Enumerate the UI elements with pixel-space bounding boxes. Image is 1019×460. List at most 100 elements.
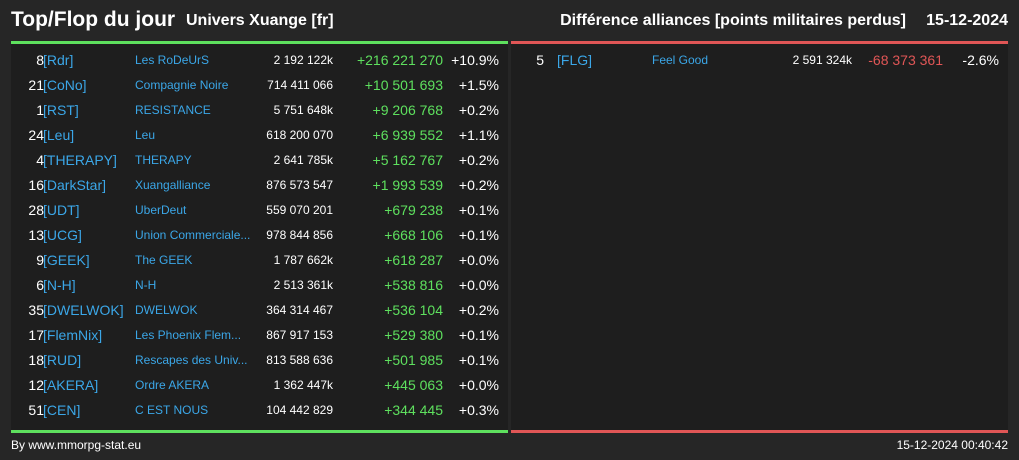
percent-change: +1.5%	[458, 77, 499, 93]
alliance-name-link[interactable]: Ordre AKERA	[135, 378, 210, 392]
alliance-tag-link[interactable]: [RUD]	[43, 352, 82, 368]
alliance-row: 8 [Rdr] Les RoDeUrS 2 192 122k +216 221 270 +…	[11, 48, 508, 73]
alliance-points: 5 751 648k	[273, 103, 333, 117]
alliance-points: 364 314 467	[266, 303, 333, 317]
alliance-row: 24 [Leu] Leu 618 200 070 +6 939 552 +1.1%	[11, 123, 508, 148]
percent-change: +0.1%	[458, 202, 499, 218]
alliance-rank: 16	[28, 177, 44, 193]
alliance-tag-link[interactable]: [THERAPY]	[43, 152, 117, 168]
alliance-points: 2 513 361k	[273, 278, 333, 292]
alliance-tag-link[interactable]: [DWELWOK]	[43, 302, 124, 318]
alliance-name-link[interactable]: N-H	[135, 278, 157, 292]
points-difference: +618 287	[384, 252, 443, 268]
alliance-name-link[interactable]: Leu	[135, 128, 156, 142]
alliance-row: 6 [N-H] N-H 2 513 361k +538 816 +0.0%	[11, 273, 508, 298]
alliance-tag-link[interactable]: [AKERA]	[43, 377, 99, 393]
alliance-rank: 35	[28, 302, 44, 318]
alliance-tag-link[interactable]: [DarkStar]	[43, 177, 107, 193]
alliance-name-link[interactable]: Les Phoenix Flem...	[135, 328, 242, 342]
points-difference: +538 816	[384, 277, 443, 293]
alliance-name-link[interactable]: Compagnie Noire	[135, 78, 229, 92]
alliance-rank: 8	[36, 52, 44, 68]
points-difference: +445 063	[384, 377, 443, 393]
points-difference: +344 445	[384, 402, 443, 418]
percent-change: +0.1%	[458, 327, 499, 343]
points-difference: +679 238	[384, 202, 443, 218]
points-difference: +668 106	[384, 227, 443, 243]
alliance-row: 1 [RST] RESISTANCE 5 751 648k +9 206 768 +0.2…	[11, 98, 508, 123]
alliance-tag-link[interactable]: [N-H]	[43, 277, 76, 293]
alliance-tag-link[interactable]: [GEEK]	[43, 252, 90, 268]
alliance-name-link[interactable]: DWELWOK	[135, 303, 198, 317]
alliance-name-link[interactable]: Les RoDeUrS	[135, 53, 210, 67]
alliance-tag-link[interactable]: [CoNo]	[43, 77, 87, 93]
alliance-rank: 17	[28, 327, 44, 343]
percent-change: +0.2%	[458, 152, 499, 168]
percent-change: +0.0%	[458, 277, 499, 293]
points-difference: +5 162 767	[372, 152, 443, 168]
percent-change: +0.0%	[458, 377, 499, 393]
alliance-rank: 24	[28, 127, 44, 143]
alliance-points: 813 588 636	[266, 353, 333, 367]
alliance-name-link[interactable]: Xuangalliance	[135, 178, 211, 192]
alliance-points: 978 844 856	[266, 228, 333, 242]
alliance-name-link[interactable]: UberDeut	[135, 203, 187, 217]
alliance-name-link[interactable]: Rescapes des Univ...	[135, 353, 248, 367]
alliance-row: 35 [DWELWOK] DWELWOK 364 314 467 +536 104 +0.…	[11, 298, 508, 323]
points-difference: +536 104	[384, 302, 443, 318]
alliance-rank: 6	[36, 277, 44, 293]
alliance-points: 2 192 122k	[273, 53, 333, 67]
percent-change: +10.9%	[451, 52, 499, 68]
alliance-points: 2 591 324k	[792, 53, 852, 67]
alliance-tag-link[interactable]: [Rdr]	[43, 52, 74, 68]
alliance-points: 867 917 153	[266, 328, 333, 342]
points-difference: +1 993 539	[372, 177, 443, 193]
alliance-points: 714 411 066	[267, 78, 333, 92]
alliance-tag-link[interactable]: [RST]	[43, 102, 79, 118]
points-difference: +6 939 552	[372, 127, 443, 143]
alliance-name-link[interactable]: The GEEK	[135, 253, 193, 267]
alliance-name-link[interactable]: RESISTANCE	[135, 103, 211, 117]
universe-label: Univers Xuange [fr]	[186, 12, 334, 29]
alliance-points: 559 070 201	[266, 203, 333, 217]
alliance-tag-link[interactable]: [Leu]	[43, 127, 75, 143]
alliance-rank: 28	[28, 202, 44, 218]
alliance-tag-link[interactable]: [FlemNix]	[43, 327, 103, 343]
points-difference: -68 373 361	[868, 52, 943, 68]
alliance-name-link[interactable]: THERAPY	[135, 153, 192, 167]
alliance-rank: 21	[28, 77, 44, 93]
page-title: Top/Flop du jour	[11, 8, 176, 31]
alliance-rank: 51	[28, 402, 44, 418]
section-title: Différence alliances [points militaires …	[560, 12, 906, 29]
alliance-rank: 9	[36, 252, 44, 268]
percent-change: +0.2%	[458, 302, 499, 318]
alliance-name-link[interactable]: Feel Good	[652, 53, 709, 67]
alliance-points: 876 573 547	[266, 178, 333, 192]
alliance-rank: 12	[28, 377, 44, 393]
alliance-tag-link[interactable]: [UCG]	[43, 227, 82, 243]
alliance-tag-link[interactable]: [FLG]	[557, 52, 593, 68]
percent-change: +0.3%	[458, 402, 499, 418]
alliance-tag-link[interactable]: [CEN]	[43, 402, 81, 418]
top-gainers-panel: 8 [Rdr] Les RoDeUrS 2 192 122k +216 221 270 +…	[11, 41, 508, 433]
points-difference: +501 985	[384, 352, 443, 368]
alliance-row: 12 [AKERA] Ordre AKERA 1 362 447k +445 063 +0…	[11, 373, 508, 398]
alliance-tag-link[interactable]: [UDT]	[43, 202, 80, 218]
percent-change: -2.6%	[962, 52, 999, 68]
alliance-rank: 1	[36, 102, 44, 118]
alliance-rank: 4	[36, 152, 44, 168]
alliance-row: 9 [GEEK] The GEEK 1 787 662k +618 287 +0.0%	[11, 248, 508, 273]
alliance-row: 51 [CEN] C EST NOUS 104 442 829 +344 445 +0.3…	[11, 398, 508, 423]
points-difference: +9 206 768	[372, 102, 443, 118]
alliance-name-link[interactable]: C EST NOUS	[135, 403, 209, 417]
percent-change: +0.0%	[458, 252, 499, 268]
alliance-rank: 5	[536, 52, 544, 68]
percent-change: +0.2%	[458, 177, 499, 193]
alliance-name-link[interactable]: Union Commerciale...	[135, 228, 251, 242]
footer-timestamp: 15-12-2024 00:40:42	[896, 438, 1008, 452]
alliance-rank: 18	[28, 352, 44, 368]
credit-link[interactable]: By www.mmorpg-stat.eu	[11, 438, 142, 452]
percent-change: +0.1%	[458, 227, 499, 243]
report-date: 15-12-2024	[926, 12, 1008, 29]
